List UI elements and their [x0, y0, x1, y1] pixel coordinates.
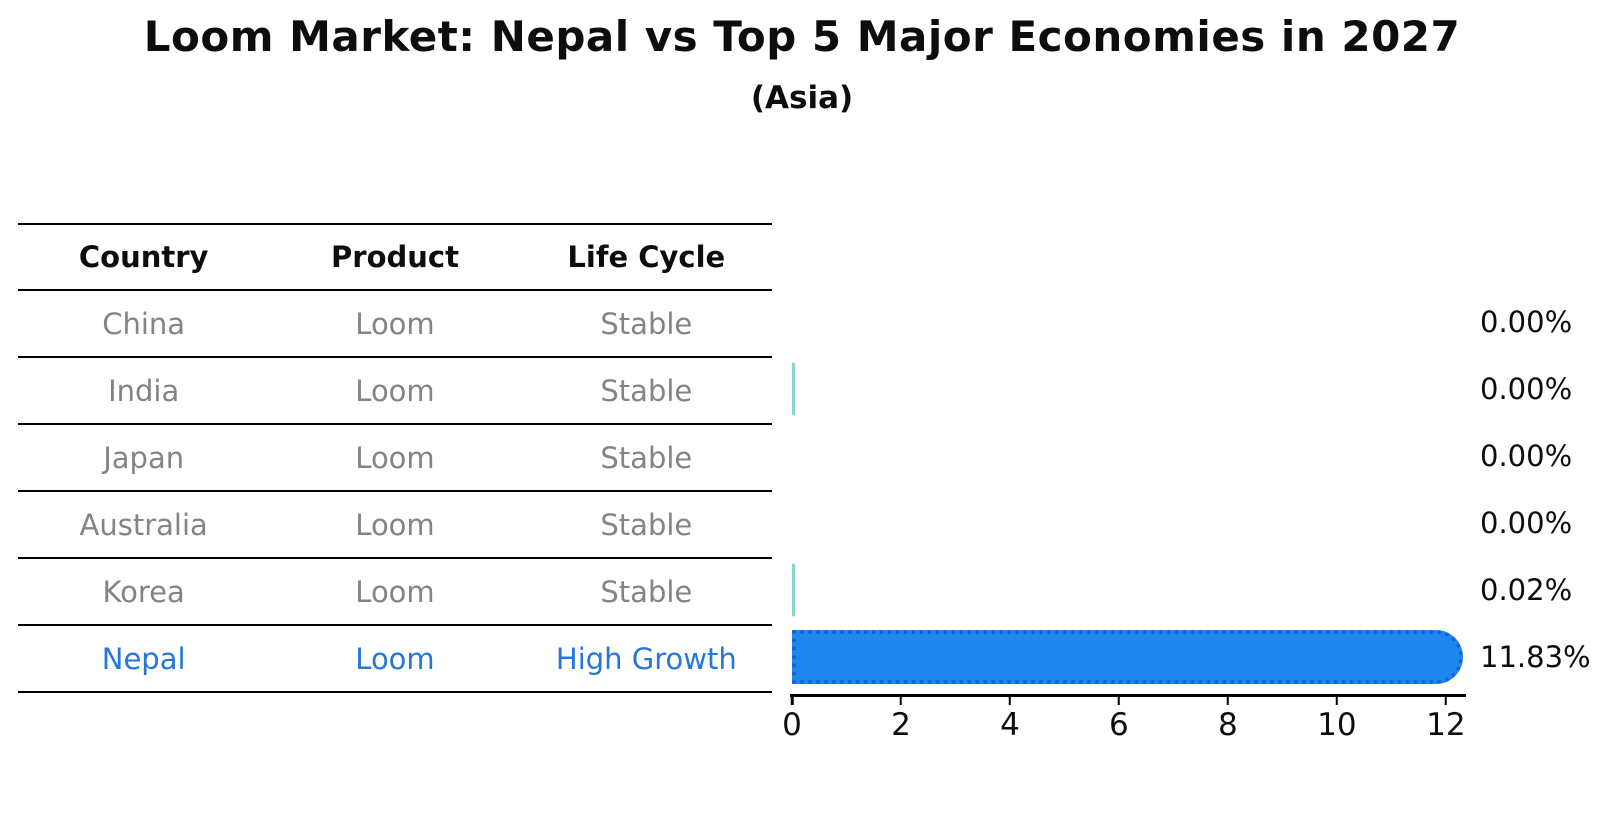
- x-axis-tick: [1444, 696, 1448, 705]
- bar-row: 0.02%: [792, 556, 1572, 623]
- x-axis-tick-label: 0: [782, 707, 802, 743]
- cell-product: Loom: [355, 373, 435, 408]
- bar: [792, 629, 1463, 684]
- bar-chart: 0.00% 0.00% 0.00% 0.00% 0.02% 11.83%: [792, 289, 1591, 690]
- chart-subtitle: (Asia): [750, 80, 854, 116]
- x-axis-tick-label: 8: [1218, 707, 1238, 743]
- cell-country: India: [108, 373, 180, 408]
- cell-product: Loom: [355, 574, 435, 609]
- header-cell-product: Product: [331, 240, 459, 274]
- cell-lifecycle: Stable: [600, 440, 693, 475]
- cell-lifecycle: Stable: [600, 574, 693, 609]
- x-axis-tick-label: 4: [1000, 707, 1020, 743]
- x-axis-line: [790, 694, 1466, 697]
- table-row: Nepal Loom High Growth: [18, 626, 772, 693]
- cell-product: Loom: [355, 641, 435, 676]
- table-row: Japan Loom Stable: [18, 425, 772, 492]
- table-body: China Loom Stable India Loom Stable Japa…: [18, 291, 772, 693]
- x-axis: 0 2 4 6 8 10 12: [782, 694, 1466, 743]
- bar-value-label: 0.00%: [1480, 439, 1573, 474]
- table-header-row: Country Product Life Cycle: [18, 223, 772, 291]
- cell-lifecycle: Stable: [600, 507, 693, 542]
- bar-row: 0.00%: [792, 356, 1572, 423]
- cell-country: Nepal: [101, 641, 186, 676]
- bar-value-label: 0.00%: [1480, 305, 1573, 340]
- table-row: Korea Loom Stable: [18, 559, 772, 626]
- x-axis-tick: [1008, 696, 1012, 705]
- cell-product: Loom: [355, 440, 435, 475]
- bar-row: 11.83%: [792, 623, 1591, 690]
- x-axis-tick-label: 10: [1317, 707, 1357, 743]
- bar: [792, 563, 795, 617]
- header-cell-country: Country: [78, 240, 209, 274]
- x-axis-tick: [1117, 696, 1121, 705]
- cell-product: Loom: [355, 507, 435, 542]
- chart-title: Loom Market: Nepal vs Top 5 Major Econom…: [143, 12, 1461, 61]
- bar-row: 0.00%: [792, 423, 1572, 490]
- table-row: Australia Loom Stable: [18, 492, 772, 559]
- x-axis-tick-label: 12: [1426, 707, 1466, 743]
- x-axis-tick-label: 2: [891, 707, 911, 743]
- bar-value-label: 0.00%: [1480, 505, 1573, 540]
- bar-value-label: 0.02%: [1480, 572, 1573, 607]
- bar-row: 0.00%: [792, 489, 1572, 556]
- x-axis-tick: [1226, 696, 1230, 705]
- cell-lifecycle: Stable: [600, 373, 693, 408]
- cell-country: Japan: [103, 440, 185, 475]
- table-row: China Loom Stable: [18, 291, 772, 358]
- cell-product: Loom: [355, 306, 435, 341]
- cell-lifecycle: High Growth: [555, 641, 737, 676]
- x-axis-tick-label: 6: [1109, 707, 1129, 743]
- x-axis-tick: [790, 696, 794, 705]
- bar-row: 0.00%: [792, 289, 1572, 356]
- x-axis-tick: [899, 696, 903, 705]
- cell-lifecycle: Stable: [600, 306, 693, 341]
- bar-value-label: 11.83%: [1480, 639, 1591, 674]
- header-cell-lifecycle: Life Cycle: [567, 240, 726, 274]
- cell-country: Korea: [102, 574, 185, 609]
- table-row: India Loom Stable: [18, 358, 772, 425]
- bar-value-label: 0.00%: [1480, 372, 1573, 407]
- bar: [792, 362, 795, 416]
- x-axis-tick: [1335, 696, 1339, 705]
- country-table: Country Product Life Cycle China Loom St…: [18, 223, 772, 693]
- cell-country: Australia: [79, 507, 208, 542]
- cell-country: China: [102, 306, 186, 341]
